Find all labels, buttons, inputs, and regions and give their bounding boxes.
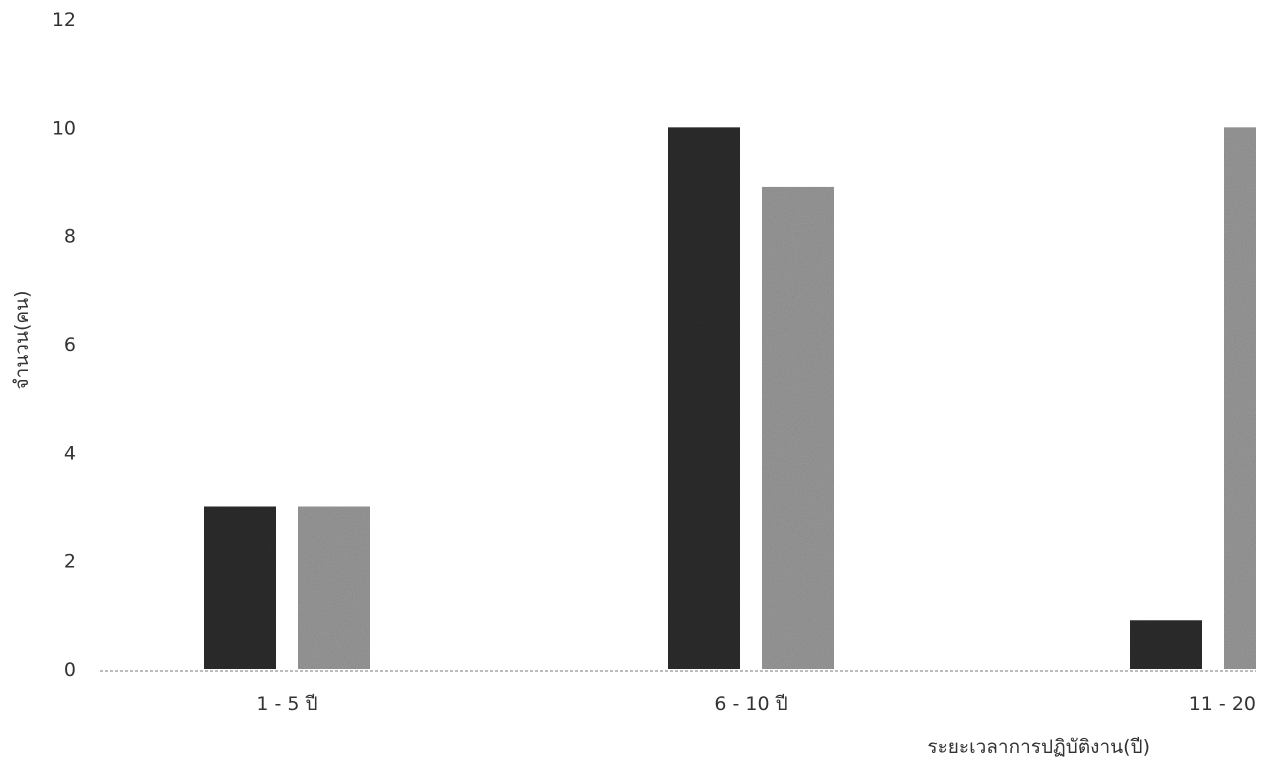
x-axis-ticks: 1 - 5 ปี 6 - 10 ปี 11 - 20 [256,693,1256,715]
y-tick-label: 12 [52,9,76,31]
bar-series-2-category-1 [298,506,370,669]
bar-series-2-category-2 [762,186,834,669]
y-tick-label: 0 [64,659,76,681]
y-tick-label: 4 [64,442,76,464]
y-tick-label: 6 [64,334,76,356]
y-axis-title: จำนวน(คน) [11,291,33,390]
bar-series-2-category-3 [1224,127,1256,670]
bar-series-1-category-3 [1130,620,1202,669]
bar-series-1-category-2 [668,127,740,670]
x-tick-label: 11 - 20 [1189,693,1256,715]
y-tick-label: 8 [64,226,76,248]
y-tick-label: 2 [64,551,76,573]
x-axis-title: ระยะเวลาการปฏิบัติงาน(ปี) [927,736,1150,758]
bars [204,127,1256,670]
x-tick-label: 6 - 10 ปี [714,693,787,715]
y-tick-label: 10 [52,117,76,139]
y-axis-ticks: 0 2 4 6 8 10 12 [52,9,76,681]
x-tick-label: 1 - 5 ปี [256,693,317,715]
bar-series-1-category-1 [204,506,276,669]
